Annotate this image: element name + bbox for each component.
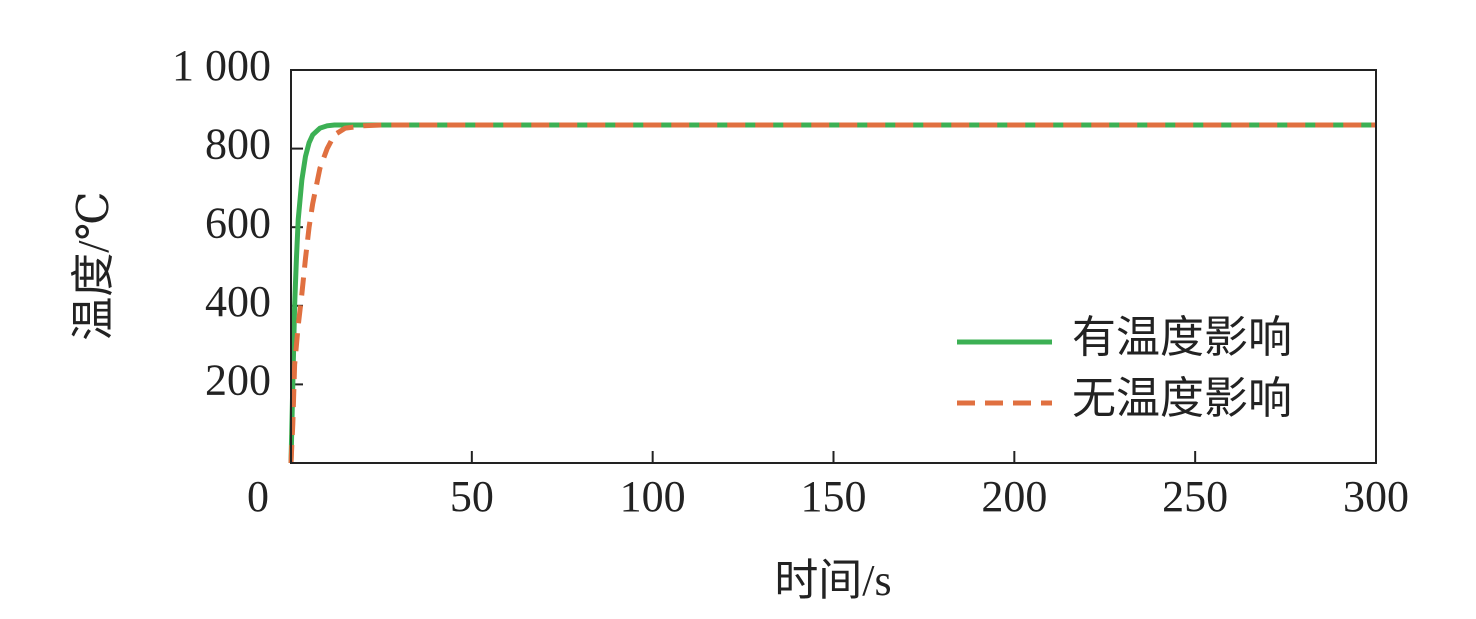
y-tick-label: 800 — [205, 120, 271, 169]
plot-frame — [290, 69, 1377, 464]
legend-label: 有温度影响 — [1072, 313, 1292, 362]
x-tick-label: 200 — [981, 472, 1047, 521]
y-tick-label: 200 — [205, 355, 271, 404]
x-tick-label: 250 — [1162, 472, 1228, 521]
x-tick-label: 0 — [247, 472, 269, 521]
x-tick-label: 150 — [801, 472, 867, 521]
x-tick-label: 50 — [450, 472, 494, 521]
x-tick-label: 100 — [620, 472, 686, 521]
y-tick-label: 600 — [205, 198, 271, 247]
legend-label: 无温度影响 — [1072, 374, 1292, 423]
x-tick-label: 300 — [1343, 472, 1409, 521]
y-tick-label: 400 — [205, 277, 271, 326]
y-tick-label: 1 000 — [172, 41, 271, 90]
line — [288, 122, 1376, 464]
x-axis-label: 时间/s — [774, 556, 891, 605]
y-axis-label: 温度/℃ — [69, 191, 118, 340]
